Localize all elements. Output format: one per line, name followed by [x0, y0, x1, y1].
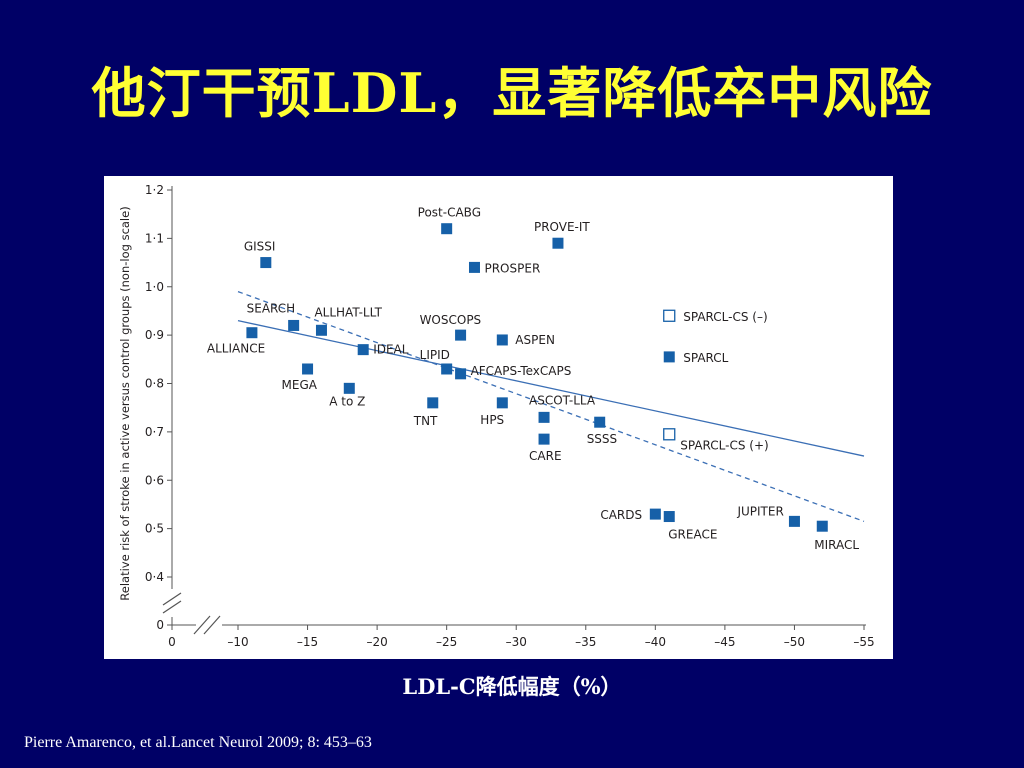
y-tick-label: 1·2 [145, 183, 164, 197]
y-tick-label: 0·5 [145, 522, 164, 536]
point-tnt [427, 397, 439, 409]
x-tick-label: –55 [853, 635, 874, 649]
point-label-prove-it: PROVE-IT [534, 220, 590, 234]
point-label-tnt: TNT [413, 414, 438, 428]
x-tick-label: 0 [168, 635, 176, 649]
point-label-ideal: IDEAL [373, 343, 409, 357]
point-care [538, 433, 550, 445]
point-aspen [496, 334, 508, 346]
y-tick-label: 0·9 [145, 328, 164, 342]
x-tick-label: –10 [227, 635, 248, 649]
y-tick-label: 0·8 [145, 377, 164, 391]
point-hps [496, 397, 508, 409]
point-label-sparcl-cs: SPARCL-CS (–) [683, 310, 767, 324]
point-label-miracl: MIRACL [814, 538, 859, 552]
point-label-woscops: WOSCOPS [420, 313, 482, 327]
trend-line-solid [237, 319, 865, 457]
point-prosper [468, 261, 480, 273]
x-axis-break-mark [193, 615, 211, 635]
point-label-sparcl-cs: SPARCL-CS (+) [680, 438, 768, 452]
slide-title: 他汀干预LDL，显著降低卒中风险 [91, 61, 933, 125]
point-ideal [357, 344, 369, 356]
point-label-allhat-llt: ALLHAT-LLT [314, 305, 382, 319]
point-post-cabg [441, 223, 453, 235]
x-tick-label: –30 [506, 635, 527, 649]
point-label-care: CARE [529, 449, 562, 463]
point-label-jupiter: JUPITER [736, 504, 783, 518]
point-greace [663, 511, 675, 523]
point-label-greace: GREACE [668, 528, 717, 542]
point-label-a-to-z: A to Z [329, 394, 365, 408]
x-tick-label: –20 [366, 635, 387, 649]
x-tick-label: –40 [645, 635, 666, 649]
point-label-cards: CARDS [600, 508, 642, 522]
point-cards [649, 508, 661, 520]
y-tick-label: 0·4 [145, 570, 164, 584]
point-ascot-lla [538, 411, 550, 423]
x-tick-label: –25 [436, 635, 457, 649]
point-sparcl-cs [663, 428, 676, 441]
point-label-sparcl: SPARCL [683, 351, 728, 365]
scatter-chart: 0 0·4 0·5 0·6 0·7 0·8 0·9 1·0 1·1 1·2 0 –10 –15 –20 –2… [104, 176, 893, 659]
point-label-post-cabg: Post-CABG [418, 206, 481, 220]
y-tick-label: 1·0 [145, 280, 164, 294]
x-tick-label: –45 [714, 635, 735, 649]
citation: Pierre Amarenco, et al.Lancet Neurol 200… [24, 734, 372, 751]
point-lipid [441, 363, 453, 375]
x-tick-label: –35 [575, 635, 596, 649]
x-axis-caption: LDL-C降低幅度（%） [402, 674, 622, 699]
trend-line-dashed [237, 290, 865, 522]
point-label-ascot-lla: ASCOT-LLA [529, 393, 596, 407]
y-tick-label: 0·6 [145, 473, 164, 487]
point-prove-it [552, 237, 564, 249]
point-gissi [260, 257, 272, 269]
point-label-lipid: LIPID [420, 348, 450, 362]
point-label-prosper: PROSPER [484, 261, 540, 275]
point-label-afcaps-texcaps: AFCAPS-TexCAPS [471, 364, 572, 378]
point-miracl [816, 520, 828, 532]
point-label-search: SEARCH [247, 301, 296, 315]
x-axis-break-mark [203, 615, 221, 635]
y-axis-label: Relative risk of stroke in active versus… [118, 206, 132, 600]
y-tick-label: 0·7 [145, 425, 164, 439]
point-alliance [246, 327, 258, 339]
point-jupiter [788, 515, 800, 527]
y-axis-break-mark [162, 592, 182, 606]
y-axis-break-mark [162, 600, 182, 614]
point-label-mega: MEGA [282, 378, 318, 392]
y-tick-label: 1·1 [145, 231, 164, 245]
point-woscops [455, 329, 467, 341]
point-label-hps: HPS [480, 413, 504, 427]
point-sparcl [663, 351, 675, 363]
point-ssss [594, 416, 606, 428]
x-tick-label: –15 [297, 635, 318, 649]
point-label-alliance: ALLIANCE [207, 342, 265, 356]
point-sparcl-cs [663, 309, 676, 322]
point-search [288, 319, 300, 331]
x-tick-label: –50 [784, 635, 805, 649]
point-label-gissi: GISSI [244, 240, 276, 254]
y-tick-label: 0 [156, 618, 164, 632]
point-a-to-z [343, 382, 355, 394]
point-allhat-llt [315, 324, 327, 336]
point-label-aspen: ASPEN [515, 333, 555, 347]
point-mega [302, 363, 314, 375]
point-afcaps-texcaps [455, 368, 467, 380]
point-label-ssss: SSSS [587, 432, 617, 446]
